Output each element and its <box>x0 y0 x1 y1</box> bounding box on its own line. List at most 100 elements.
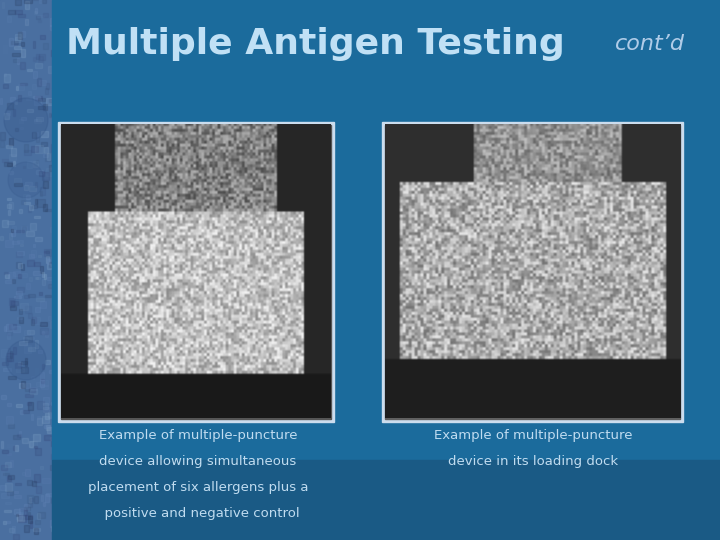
Bar <box>22 166 25 168</box>
Bar <box>42 403 48 409</box>
Bar <box>37 15 44 17</box>
Bar <box>24 504 30 510</box>
Bar <box>19 126 23 129</box>
Bar <box>7 204 11 208</box>
Bar <box>27 206 30 212</box>
Bar <box>21 200 25 205</box>
Bar <box>39 0 42 3</box>
Bar <box>46 168 53 176</box>
Bar <box>24 383 30 391</box>
Bar <box>31 250 36 257</box>
Bar <box>24 410 29 413</box>
Bar <box>19 383 24 388</box>
Bar <box>50 465 54 470</box>
Bar <box>30 389 37 394</box>
Bar <box>14 46 21 49</box>
Bar <box>31 376 34 379</box>
Bar <box>33 271 40 275</box>
Bar <box>31 414 33 420</box>
Bar <box>51 144 57 152</box>
Bar <box>28 503 32 507</box>
Bar <box>45 494 49 502</box>
Bar <box>36 54 39 59</box>
Bar <box>33 317 40 324</box>
Bar <box>50 25 58 30</box>
Bar <box>17 511 22 519</box>
Bar <box>40 142 48 146</box>
Bar <box>48 264 50 269</box>
Bar <box>32 161 38 167</box>
Bar <box>24 295 30 298</box>
Bar <box>22 117 26 120</box>
Bar <box>40 373 44 380</box>
Bar <box>22 381 25 388</box>
Bar <box>33 41 35 48</box>
Bar <box>32 481 37 486</box>
Circle shape <box>6 340 46 380</box>
Bar <box>14 491 18 493</box>
Bar <box>6 453 11 455</box>
Bar <box>6 330 12 335</box>
Bar <box>20 83 27 85</box>
Bar <box>23 338 28 341</box>
Bar <box>19 383 24 388</box>
Bar <box>19 244 23 246</box>
Bar <box>52 0 720 88</box>
Bar <box>19 274 21 278</box>
Bar <box>46 250 49 257</box>
Bar <box>20 508 27 510</box>
Bar <box>46 494 53 496</box>
Bar <box>41 495 43 501</box>
Bar <box>28 516 32 523</box>
Bar <box>35 519 40 524</box>
Bar <box>5 280 12 284</box>
Text: Multiple Antigen Testing: Multiple Antigen Testing <box>66 27 564 61</box>
Bar <box>0 235 3 240</box>
Text: Figure 3: Figure 3 <box>391 129 456 143</box>
Bar <box>6 416 13 424</box>
Bar <box>45 88 48 94</box>
Bar <box>3 521 6 524</box>
Bar <box>42 272 44 278</box>
Bar <box>39 171 44 176</box>
Bar <box>25 183 32 185</box>
Circle shape <box>4 98 48 142</box>
Bar <box>17 368 24 372</box>
Bar <box>2 220 8 227</box>
Bar <box>25 306 31 313</box>
Bar <box>6 403 12 406</box>
Bar <box>46 83 49 89</box>
Bar <box>24 150 31 155</box>
Bar <box>8 210 10 215</box>
Bar <box>43 397 49 405</box>
Bar <box>42 204 48 211</box>
Bar <box>48 259 50 264</box>
Bar <box>37 98 45 102</box>
Bar <box>30 186 36 191</box>
Bar <box>35 382 40 386</box>
Bar <box>30 497 32 503</box>
Bar <box>40 322 48 326</box>
Bar <box>17 84 24 90</box>
Bar <box>9 38 14 45</box>
Bar <box>9 202 14 210</box>
Bar <box>43 13 48 17</box>
Bar <box>12 526 14 534</box>
Bar <box>45 417 49 422</box>
Bar <box>40 466 43 469</box>
Bar <box>39 80 46 85</box>
Bar <box>2 84 8 88</box>
Bar <box>40 384 48 389</box>
Bar <box>6 145 12 148</box>
Bar <box>40 266 42 273</box>
Bar <box>38 56 42 62</box>
Text: Example of multiple-puncture: Example of multiple-puncture <box>99 429 297 442</box>
Bar <box>19 209 22 213</box>
Bar <box>7 353 12 361</box>
Bar <box>45 248 51 256</box>
Bar <box>24 510 27 515</box>
Bar <box>27 495 33 503</box>
Bar <box>48 113 51 117</box>
Bar <box>24 346 31 353</box>
Bar <box>4 73 6 77</box>
